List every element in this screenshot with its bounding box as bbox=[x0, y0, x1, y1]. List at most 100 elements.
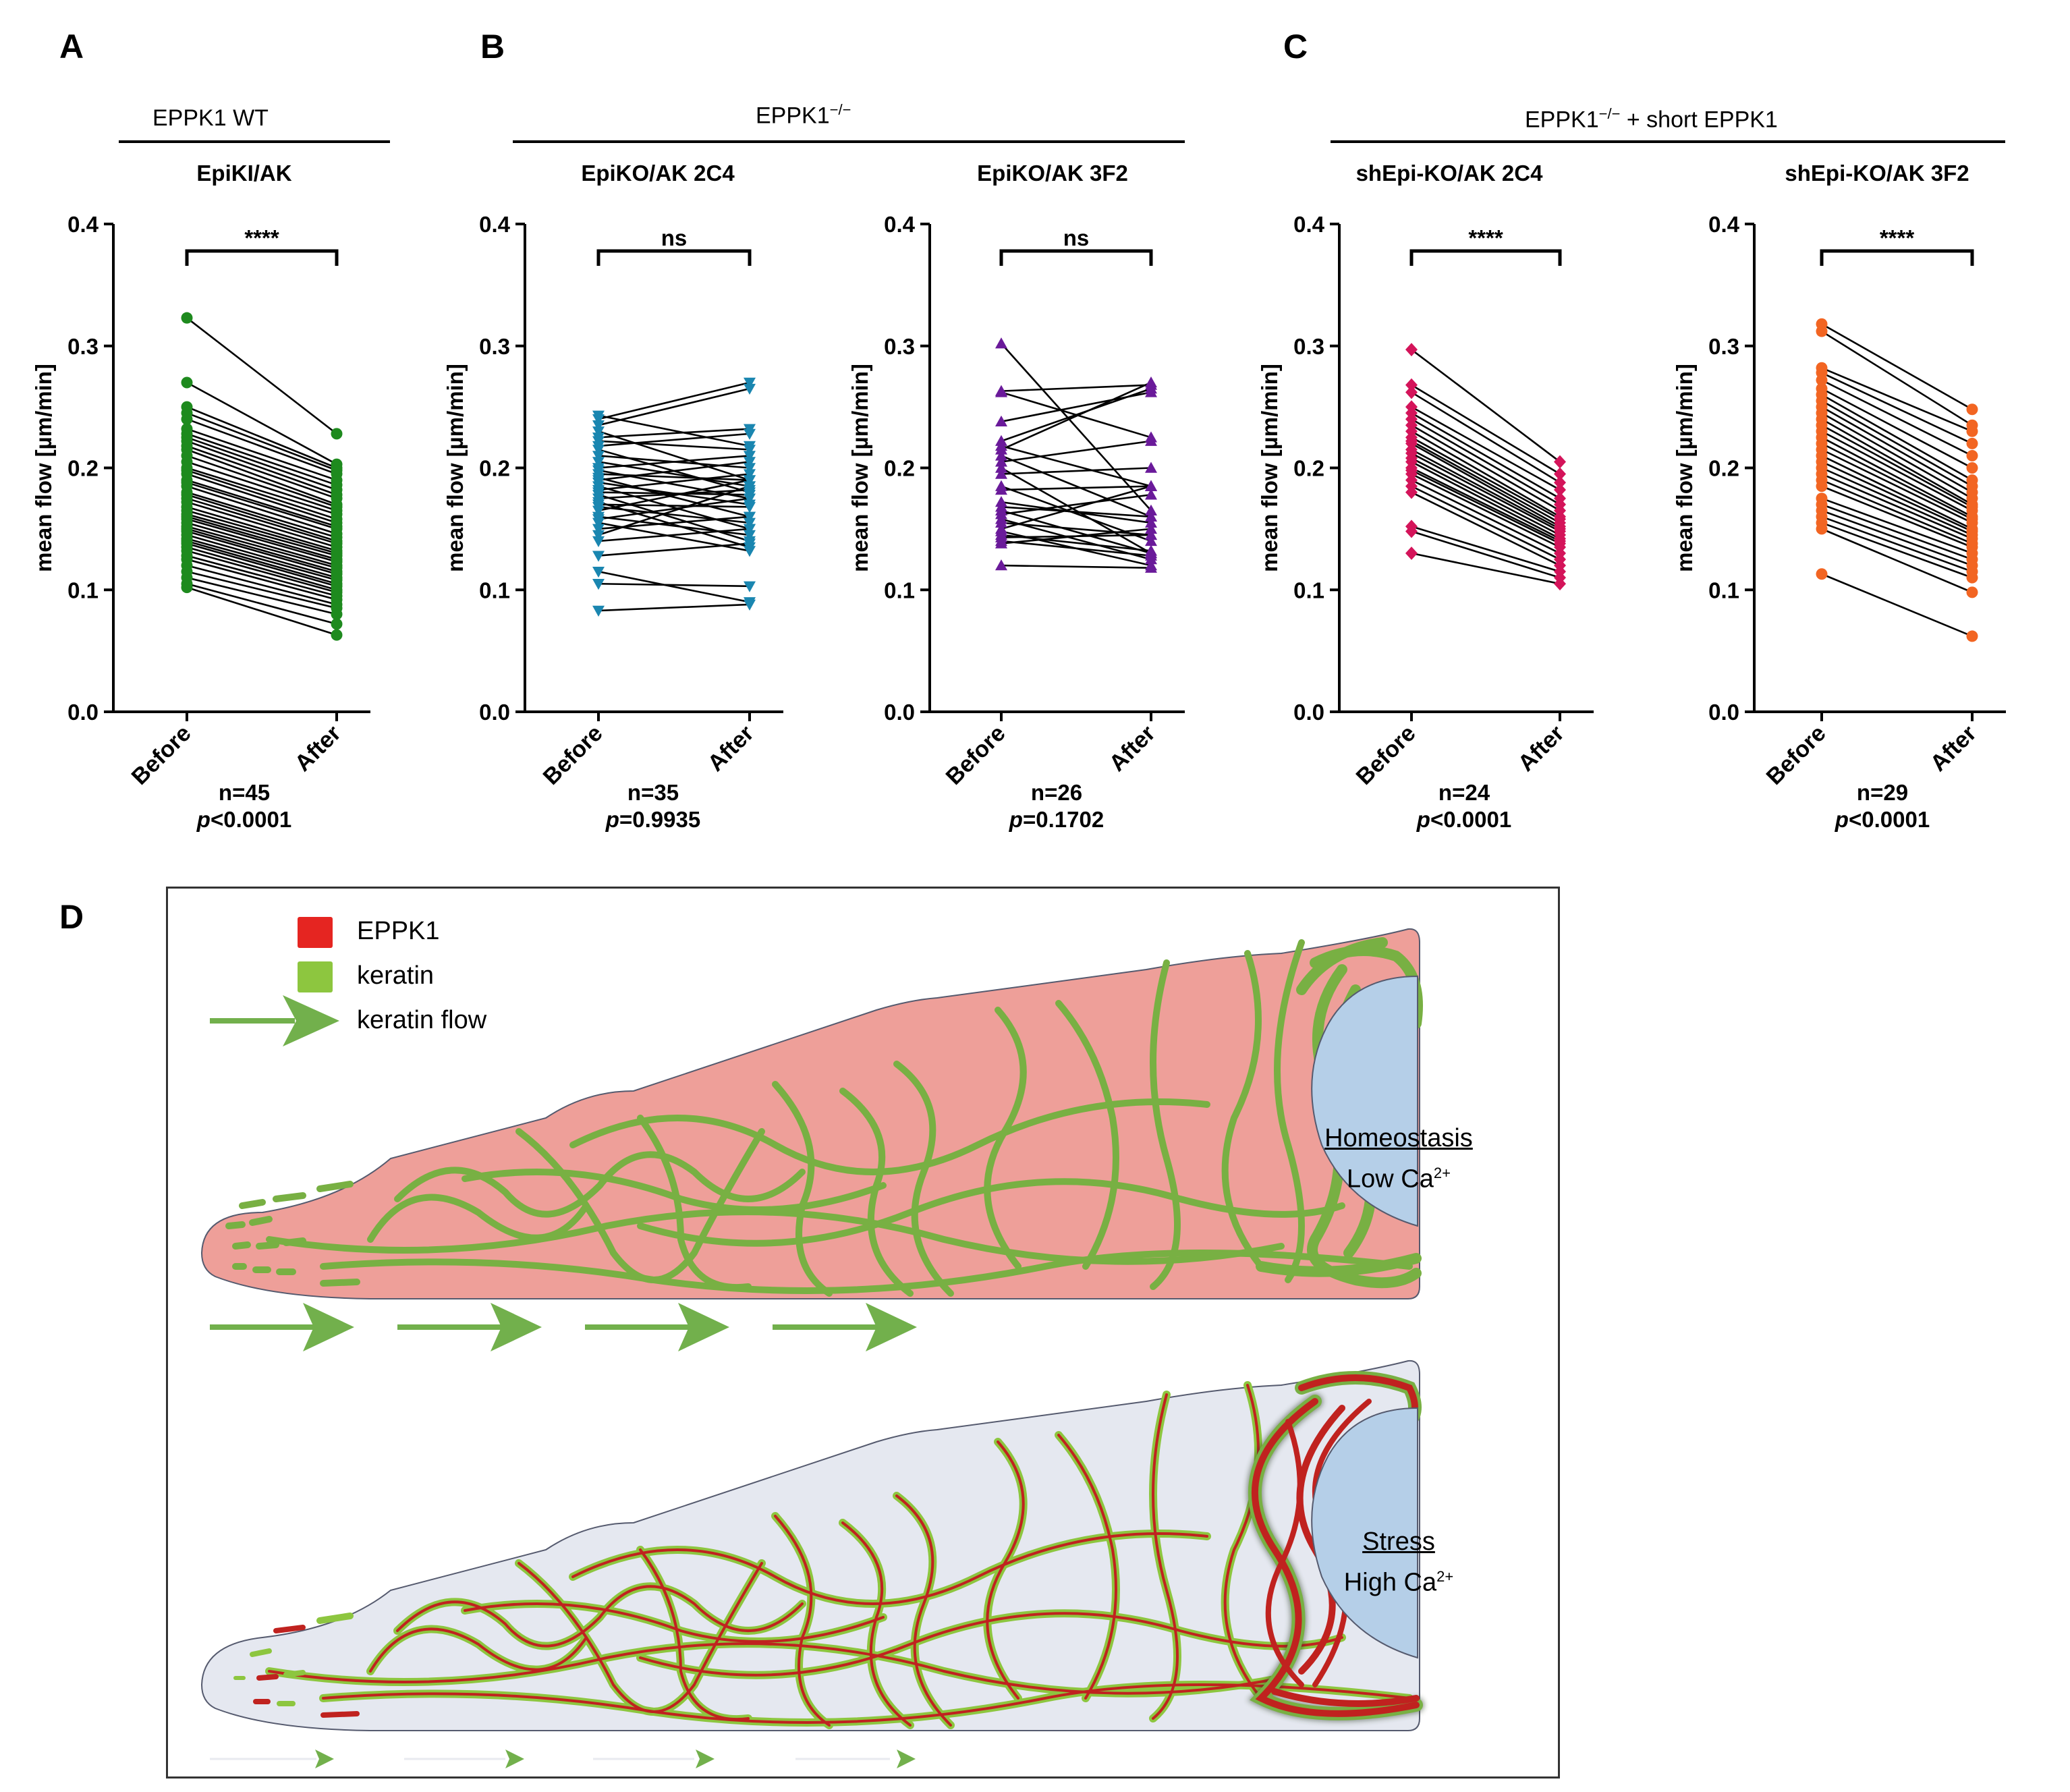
n-count: n=35 bbox=[627, 780, 679, 805]
pair-line bbox=[598, 497, 750, 520]
panel-letter-c: C bbox=[1283, 28, 1308, 65]
pair-line bbox=[186, 485, 337, 535]
chart-5: 0.0 0.1 0.2 0.3 0.4 mean flow [µm/min] Before A… bbox=[1672, 212, 2006, 790]
data-point bbox=[1405, 547, 1418, 560]
pair-line bbox=[1821, 379, 1973, 457]
legend-swatch-keratin bbox=[298, 961, 333, 992]
data-point bbox=[744, 524, 756, 535]
pair-line bbox=[1821, 405, 1973, 493]
pair-line bbox=[1411, 457, 1561, 536]
n-count: n=45 bbox=[218, 780, 271, 805]
panel-title-shepi-3f2: shEpi-KO/AK 3F2 bbox=[1785, 161, 1969, 186]
data-point bbox=[1554, 455, 1566, 469]
data-point bbox=[1816, 480, 1828, 493]
data-point bbox=[995, 386, 1007, 397]
pair-line bbox=[1411, 491, 1561, 567]
pair-line bbox=[1001, 384, 1152, 392]
panel-letter-a: A bbox=[59, 28, 84, 65]
data-point bbox=[744, 581, 756, 592]
data-point bbox=[592, 605, 605, 617]
pair-line bbox=[598, 414, 750, 447]
pair-line bbox=[598, 542, 750, 557]
pair-line bbox=[598, 440, 750, 451]
pair-line bbox=[1411, 485, 1561, 561]
panel-title-shepi-2c4: shEpi-KO/AK 2C4 bbox=[1355, 161, 1543, 186]
data-point bbox=[744, 502, 756, 513]
pair-line bbox=[1001, 506, 1152, 518]
data-point bbox=[1145, 435, 1157, 446]
y-tick-label: 0.3 bbox=[67, 334, 99, 359]
panel-letter-b: B bbox=[480, 28, 505, 65]
data-point bbox=[592, 457, 605, 468]
paired-lines bbox=[186, 317, 337, 636]
group-label-rescue: EPPK1−/− + short EPPK1 bbox=[1525, 105, 1778, 133]
pair-line bbox=[186, 469, 337, 520]
stats-shepi-2c4: n=24 p<0.0001 bbox=[1417, 779, 1511, 833]
y-axis-label: mean flow [µm/min] bbox=[1672, 364, 1697, 572]
pair-line bbox=[598, 476, 750, 518]
pair-line bbox=[186, 412, 337, 472]
y-axis-label: mean flow [µm/min] bbox=[1257, 364, 1282, 572]
nucleus-stress bbox=[1311, 1407, 1418, 1659]
data-point bbox=[331, 608, 343, 620]
pair-line bbox=[186, 479, 337, 528]
data-point bbox=[744, 463, 756, 474]
pair-line bbox=[186, 540, 337, 585]
data-point bbox=[1145, 461, 1157, 473]
pair-line bbox=[1821, 424, 1973, 508]
pair-line bbox=[598, 488, 750, 499]
pair-line bbox=[1411, 461, 1561, 540]
data-point bbox=[592, 551, 605, 562]
data-point bbox=[744, 538, 756, 550]
n-count: n=26 bbox=[1030, 780, 1083, 805]
data-point bbox=[1145, 561, 1157, 573]
data-point bbox=[1405, 485, 1418, 499]
data-point bbox=[181, 413, 193, 425]
pair-line bbox=[1821, 528, 1973, 594]
data-point bbox=[995, 516, 1007, 528]
pair-line bbox=[1411, 469, 1561, 544]
data-points bbox=[1816, 318, 1978, 642]
data-point bbox=[1554, 577, 1566, 591]
chart-1: 0.0 0.1 0.2 0.3 0.4 mean flow [µm/min] Before A… bbox=[31, 212, 370, 790]
pair-line bbox=[1411, 443, 1561, 528]
y-tick-label: 0.4 bbox=[479, 212, 511, 237]
data-point bbox=[592, 445, 605, 456]
y-tick-label: 0.3 bbox=[1708, 334, 1739, 359]
pair-line bbox=[1001, 445, 1152, 487]
data-point bbox=[1966, 449, 1978, 461]
group-line-ko bbox=[513, 140, 1185, 143]
pair-line bbox=[186, 473, 337, 524]
pair-line bbox=[186, 418, 337, 475]
data-point bbox=[592, 579, 605, 590]
pair-line bbox=[598, 603, 750, 612]
condition-homeostasis: Homeostasis Low Ca2+ bbox=[1324, 1121, 1473, 1197]
pair-line bbox=[186, 481, 337, 530]
pair-line bbox=[598, 428, 750, 439]
pair-line bbox=[1411, 552, 1561, 585]
group-label-ko: EPPK1−/− bbox=[756, 101, 851, 129]
pair-line bbox=[1411, 473, 1561, 549]
pair-line bbox=[1411, 437, 1561, 520]
pair-line bbox=[1821, 479, 1973, 544]
pair-line bbox=[598, 432, 750, 447]
significance-label: **** bbox=[1880, 225, 1915, 250]
pair-line bbox=[1821, 497, 1973, 555]
legend-label-keratin: keratin bbox=[357, 961, 435, 990]
pair-line bbox=[186, 558, 337, 600]
pair-line bbox=[1821, 387, 1973, 469]
x-tick-label-after: After bbox=[703, 721, 759, 777]
pair-line bbox=[1411, 412, 1561, 499]
data-point bbox=[744, 546, 756, 557]
pair-line bbox=[186, 461, 337, 511]
condition-title: Homeostasis bbox=[1324, 1124, 1473, 1152]
data-point bbox=[1816, 325, 1828, 337]
pair-line bbox=[1001, 467, 1152, 475]
pair-line bbox=[1001, 467, 1152, 555]
x-tick-label-after: After bbox=[290, 721, 346, 777]
pair-line bbox=[598, 485, 750, 536]
pair-line bbox=[598, 473, 750, 481]
eppk1-network-stress bbox=[268, 1384, 1411, 1727]
pair-line bbox=[1821, 367, 1973, 432]
data-point bbox=[331, 618, 343, 630]
